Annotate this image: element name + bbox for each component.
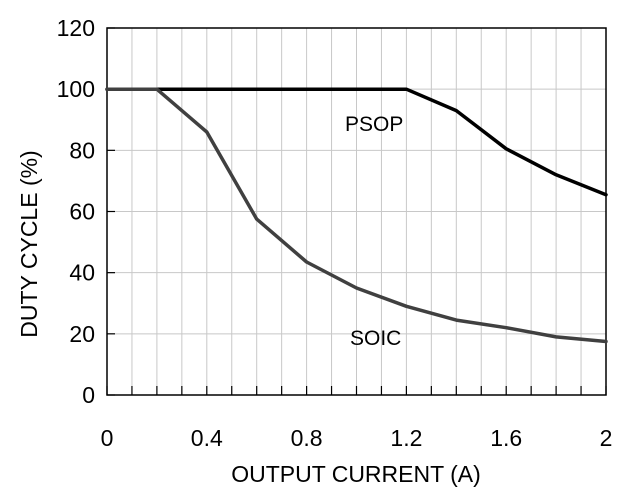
x-tick-label: 0.8 [291,425,323,451]
x-tick-label: 0.4 [191,425,223,451]
y-tick-label: 20 [69,321,95,347]
x-tick-label: 1.2 [390,425,422,451]
y-tick-label: 60 [69,199,95,225]
series-label-psop: PSOP [345,113,403,136]
y-tick-label: 40 [69,260,95,286]
series-label-soic: SOIC [350,327,401,350]
y-tick-label: 0 [82,382,95,408]
series-line-psop [105,87,608,197]
x-tick-label: 0 [101,425,114,451]
y-tick-label: 120 [57,15,95,41]
y-axis-label: DUTY CYCLE (%) [16,150,42,337]
x-axis-label: OUTPUT CURRENT (A) [231,461,481,487]
y-tick-label: 100 [57,76,95,102]
y-tick-labels: 0 20 40 60 80 100 120 [57,15,95,408]
x-tick-label: 2 [600,425,613,451]
y-tick-label: 80 [69,137,95,163]
series-line-soic [105,87,608,344]
series-lines [105,87,608,344]
x-tick-label: 1.6 [490,425,522,451]
minor-ticks [106,27,607,396]
x-tick-labels: 0 0.4 0.8 1.2 1.6 2 [101,425,613,451]
